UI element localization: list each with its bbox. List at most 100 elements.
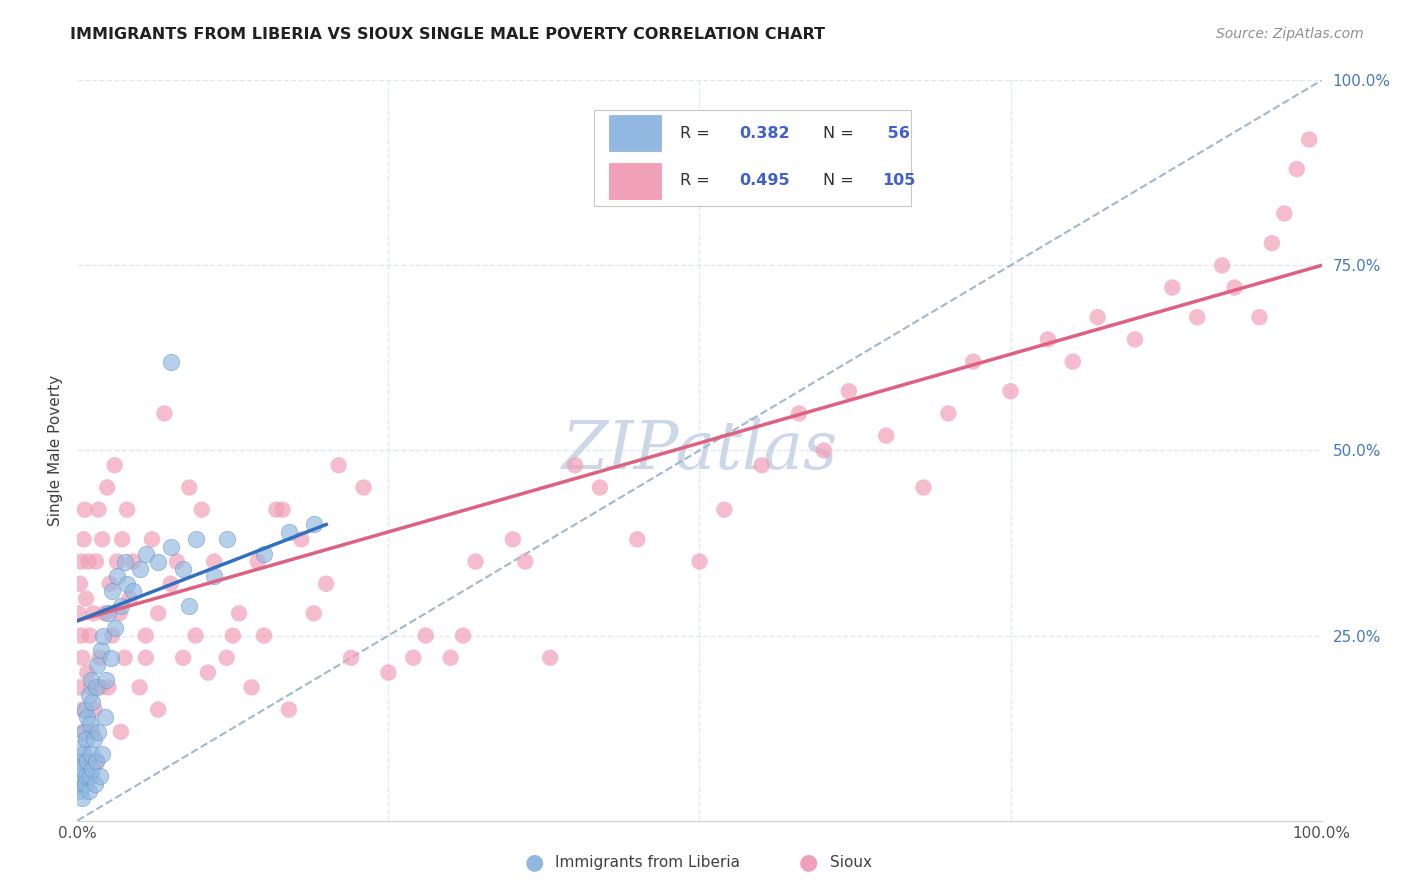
Point: [75, 591, 97, 606]
Point: [179, 480, 201, 494]
FancyBboxPatch shape: [593, 110, 911, 206]
Point: [89, 769, 111, 783]
Point: [83, 703, 105, 717]
Point: [240, 681, 263, 695]
Point: [353, 480, 375, 494]
Point: [73, 776, 96, 791]
Point: [110, 599, 132, 613]
Point: [315, 576, 337, 591]
Text: IMMIGRANTS FROM LIBERIA VS SIOUX SINGLE MALE POVERTY CORRELATION CHART: IMMIGRANTS FROM LIBERIA VS SIOUX SINGLE …: [70, 27, 825, 42]
Point: [114, 555, 136, 569]
Text: 0.495: 0.495: [740, 173, 790, 188]
Point: [70, 555, 93, 569]
Point: [72, 724, 94, 739]
Point: [90, 643, 112, 657]
Point: [69, 576, 91, 591]
Point: [184, 533, 207, 547]
Point: [179, 599, 201, 613]
Point: [87, 502, 110, 516]
Point: [67, 607, 90, 621]
Point: [166, 555, 188, 569]
Point: [84, 555, 107, 569]
Point: [111, 533, 134, 547]
Point: [72, 791, 94, 805]
Point: [1272, 206, 1295, 220]
Point: [79, 628, 101, 642]
Point: [75, 732, 97, 747]
Point: [70, 769, 93, 783]
Point: [105, 569, 128, 583]
Point: [191, 502, 214, 516]
Point: [128, 562, 150, 576]
Point: [1000, 384, 1022, 399]
Point: [91, 747, 114, 761]
Point: [141, 533, 163, 547]
Point: [464, 555, 486, 569]
Point: [104, 621, 127, 635]
Point: [538, 650, 561, 665]
Text: ●: ●: [799, 853, 818, 872]
Point: [80, 673, 103, 687]
Text: 56: 56: [883, 126, 910, 141]
Point: [1298, 132, 1320, 146]
Point: [86, 658, 108, 673]
Point: [100, 650, 122, 665]
Point: [912, 480, 935, 494]
Point: [93, 607, 115, 621]
Point: [215, 650, 238, 665]
Point: [135, 628, 157, 642]
Point: [83, 607, 105, 621]
Text: 0.382: 0.382: [740, 126, 790, 141]
Point: [246, 555, 269, 569]
Y-axis label: Single Male Poverty: Single Male Poverty: [48, 375, 63, 526]
Point: [564, 458, 586, 473]
Point: [451, 628, 474, 642]
Point: [70, 628, 93, 642]
Point: [1185, 310, 1208, 325]
Point: [104, 458, 127, 473]
Point: [502, 533, 524, 547]
Point: [962, 354, 984, 368]
Point: [79, 717, 101, 731]
Point: [73, 755, 96, 769]
Point: [72, 533, 94, 547]
Point: [197, 665, 219, 680]
Point: [89, 650, 111, 665]
Point: [72, 724, 94, 739]
Point: [73, 703, 96, 717]
Text: ZIPatlas: ZIPatlas: [561, 417, 838, 483]
Point: [277, 524, 299, 539]
Point: [72, 703, 94, 717]
Point: [76, 665, 98, 680]
Point: [290, 533, 312, 547]
Point: [184, 628, 207, 642]
FancyBboxPatch shape: [609, 115, 661, 151]
Point: [515, 555, 537, 569]
Point: [1211, 259, 1233, 273]
Point: [72, 650, 94, 665]
Point: [86, 755, 108, 769]
Point: [271, 502, 294, 516]
Point: [266, 502, 288, 516]
Point: [135, 547, 157, 561]
Point: [96, 480, 118, 494]
Text: Source: ZipAtlas.com: Source: ZipAtlas.com: [1216, 27, 1364, 41]
Point: [82, 724, 104, 739]
Text: N =: N =: [823, 126, 859, 141]
Point: [80, 681, 103, 695]
Point: [589, 480, 612, 494]
Point: [439, 650, 461, 665]
Point: [76, 710, 98, 724]
Point: [215, 533, 238, 547]
Point: [1285, 162, 1308, 177]
Point: [76, 755, 98, 769]
Point: [118, 591, 141, 606]
Point: [159, 576, 181, 591]
Point: [172, 650, 194, 665]
Point: [79, 769, 101, 783]
Point: [91, 533, 114, 547]
Point: [97, 681, 120, 695]
Point: [1223, 280, 1246, 294]
Point: [813, 443, 835, 458]
Point: [172, 562, 194, 576]
